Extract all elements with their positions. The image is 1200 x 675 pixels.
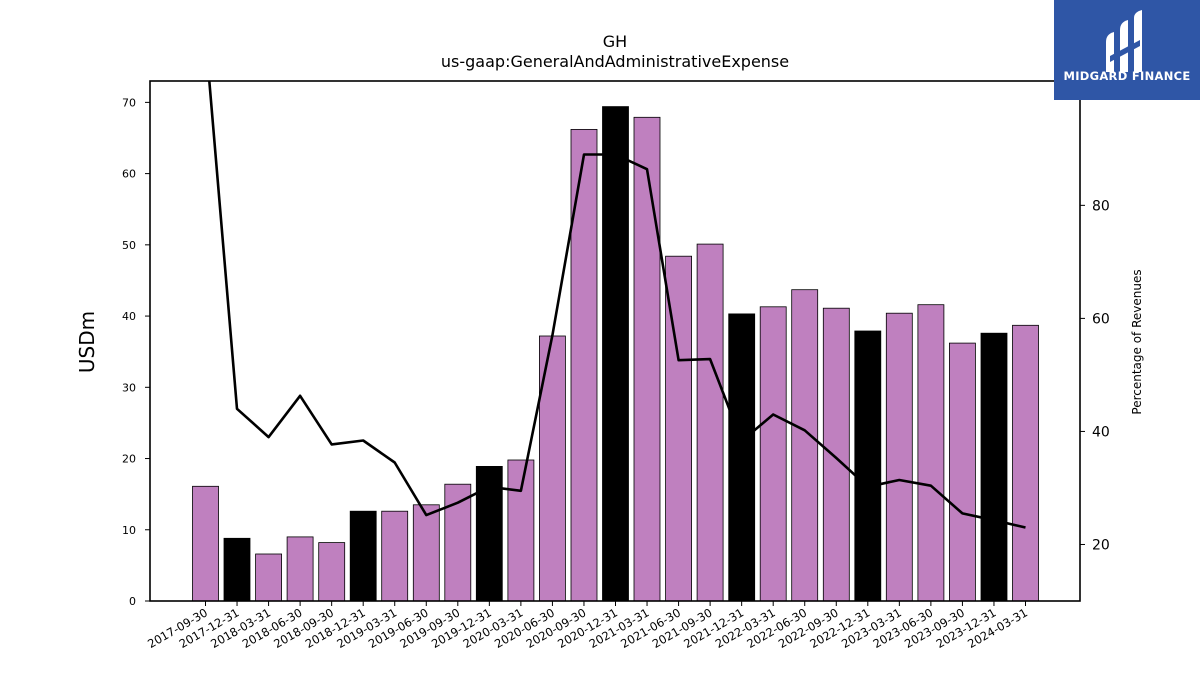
y-tick-label: 40	[122, 310, 136, 323]
y-tick-label: 20	[122, 453, 136, 466]
y2-tick-label: 60	[1092, 311, 1110, 327]
brand-logo: MIDGARD FINANCE	[1054, 0, 1200, 100]
bar-2021-03-31	[633, 116, 661, 602]
bar-2017-09-30	[192, 485, 219, 602]
bar-2020-12-31	[602, 106, 629, 602]
y-tick-label: 70	[122, 96, 136, 109]
logo-mark-icon	[1106, 10, 1142, 72]
y2-tick-label: 40	[1092, 424, 1110, 440]
bar-2023-03-31	[885, 312, 913, 602]
bar-2022-12-31	[854, 330, 882, 602]
bar-2022-03-31	[759, 306, 787, 602]
bar-2018-09-30	[318, 542, 346, 602]
y2-tick-label: 80	[1092, 198, 1110, 214]
bar-2020-03-31	[507, 459, 535, 602]
bar-2018-06-30	[286, 536, 314, 602]
bar-2021-12-31	[728, 313, 756, 602]
bar-2022-09-30	[822, 307, 850, 602]
y-tick-label: 10	[122, 524, 136, 537]
chart-title: GH	[602, 32, 628, 51]
bar-2019-03-31	[381, 510, 409, 602]
y-tick-label: 60	[122, 168, 136, 181]
bar-2021-09-30	[696, 243, 724, 602]
y-tick-label: 50	[122, 239, 136, 252]
bar-2022-06-30	[791, 289, 819, 602]
bar-2019-06-30	[412, 504, 440, 602]
chart-subtitle: us-gaap:GeneralAndAdministrativeExpense	[440, 52, 790, 71]
bar-2023-09-30	[949, 342, 976, 602]
logo-text: MIDGARD FINANCE	[1063, 69, 1191, 83]
line-series-percentage	[208, 81, 1026, 529]
bar-2018-12-31	[349, 510, 377, 602]
bar-2018-03-31	[255, 553, 283, 602]
bar-2023-12-31	[980, 332, 1008, 602]
y-tick-label: 30	[122, 381, 136, 394]
bar-2023-06-30	[917, 304, 945, 602]
y-tick-label: 0	[129, 595, 136, 608]
y2-tick-label: 20	[1092, 537, 1110, 553]
bar-2024-03-31	[1012, 324, 1039, 602]
bar-2017-12-31	[223, 537, 251, 602]
